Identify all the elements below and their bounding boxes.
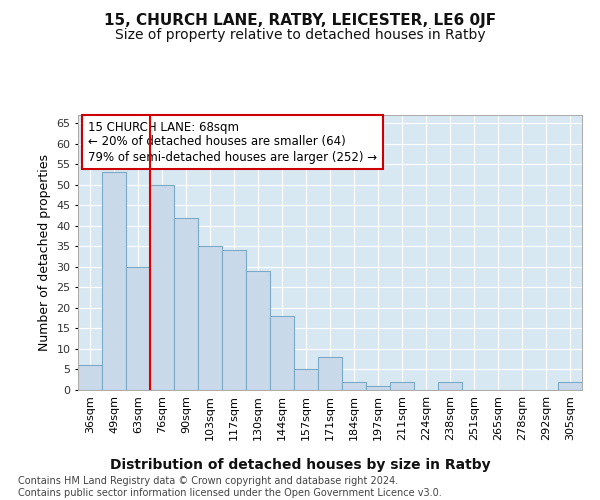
Text: 15, CHURCH LANE, RATBY, LEICESTER, LE6 0JF: 15, CHURCH LANE, RATBY, LEICESTER, LE6 0… bbox=[104, 12, 496, 28]
Text: 15 CHURCH LANE: 68sqm
← 20% of detached houses are smaller (64)
79% of semi-deta: 15 CHURCH LANE: 68sqm ← 20% of detached … bbox=[88, 120, 377, 164]
Bar bbox=[246, 271, 270, 390]
Text: Contains HM Land Registry data © Crown copyright and database right 2024.
Contai: Contains HM Land Registry data © Crown c… bbox=[18, 476, 442, 498]
Bar bbox=[270, 316, 294, 390]
Bar bbox=[198, 246, 222, 390]
Bar bbox=[366, 386, 390, 390]
Bar bbox=[342, 382, 366, 390]
Bar bbox=[222, 250, 246, 390]
Bar bbox=[318, 357, 342, 390]
Bar bbox=[126, 267, 150, 390]
Bar bbox=[150, 185, 174, 390]
Bar bbox=[174, 218, 198, 390]
Bar bbox=[102, 172, 126, 390]
Bar bbox=[558, 382, 582, 390]
Y-axis label: Number of detached properties: Number of detached properties bbox=[38, 154, 50, 351]
Bar bbox=[390, 382, 414, 390]
Text: Distribution of detached houses by size in Ratby: Distribution of detached houses by size … bbox=[110, 458, 490, 471]
Text: Size of property relative to detached houses in Ratby: Size of property relative to detached ho… bbox=[115, 28, 485, 42]
Bar bbox=[438, 382, 462, 390]
Bar bbox=[294, 370, 318, 390]
Bar bbox=[78, 366, 102, 390]
